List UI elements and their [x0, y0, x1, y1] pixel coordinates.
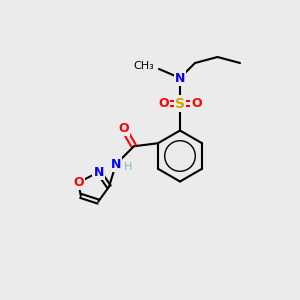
Text: N: N	[94, 166, 104, 178]
Text: N: N	[175, 71, 185, 85]
Text: O: O	[191, 97, 202, 110]
Text: H: H	[124, 162, 133, 172]
Text: N: N	[111, 158, 121, 171]
Text: O: O	[73, 176, 84, 189]
Text: CH₃: CH₃	[134, 61, 154, 71]
Text: S: S	[175, 97, 185, 110]
Text: O: O	[158, 97, 169, 110]
Text: O: O	[118, 122, 129, 135]
